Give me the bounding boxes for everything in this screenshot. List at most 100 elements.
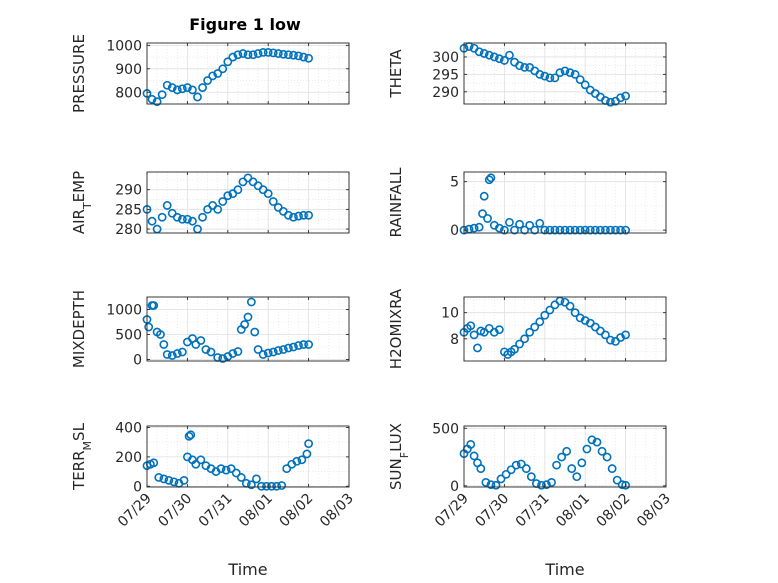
data-point xyxy=(282,464,292,474)
data-point xyxy=(228,52,238,62)
data-point xyxy=(299,210,308,220)
y-axis-label: THETA xyxy=(387,49,405,99)
data-point xyxy=(506,465,516,475)
data-point xyxy=(203,76,212,85)
x-tick-label: 07/29 xyxy=(115,491,155,531)
data-point xyxy=(545,225,555,235)
data-point xyxy=(555,68,565,78)
data-point xyxy=(304,53,313,63)
data-point xyxy=(530,225,540,235)
data-point xyxy=(515,219,524,229)
data-point xyxy=(283,210,293,220)
data-point xyxy=(552,460,561,470)
data-point xyxy=(289,50,298,60)
data-point xyxy=(167,83,177,92)
x-tick-label: 08/02 xyxy=(594,491,634,531)
data-point xyxy=(510,344,519,354)
data-point xyxy=(221,465,231,475)
y-axis-label: SUNFLUX xyxy=(387,423,411,490)
data-point xyxy=(515,339,524,349)
data-point xyxy=(216,464,226,474)
data-point xyxy=(236,473,246,482)
axes-box xyxy=(463,425,667,488)
data-point xyxy=(510,225,519,235)
data-point xyxy=(289,342,298,352)
data-point xyxy=(474,47,484,57)
data-point xyxy=(612,475,622,485)
y-tick-label: 10 xyxy=(441,306,459,322)
data-point xyxy=(240,320,250,329)
data-point xyxy=(172,349,182,358)
data-point xyxy=(486,480,496,490)
data-point xyxy=(484,175,494,185)
y-tick-label: 0 xyxy=(133,479,142,495)
series-sun_flux xyxy=(459,435,630,490)
data-point xyxy=(494,325,504,335)
data-point xyxy=(585,225,595,235)
y-tick-label: 900 xyxy=(115,62,142,78)
data-point xyxy=(299,340,308,349)
data-point xyxy=(177,347,187,357)
x-tick-label: 07/29 xyxy=(432,491,472,531)
data-point xyxy=(156,330,165,339)
y-tick-label: 285 xyxy=(115,202,142,218)
data-point xyxy=(184,431,194,441)
data-point xyxy=(511,460,521,470)
data-point xyxy=(483,214,492,223)
panel-air_temp: 280 285 290 AIRTEMP xyxy=(70,171,350,238)
data-point xyxy=(169,477,179,487)
data-point xyxy=(520,63,529,72)
x-tick-label: 08/03 xyxy=(634,491,674,531)
data-point xyxy=(268,197,278,206)
data-point xyxy=(250,327,260,337)
data-point xyxy=(550,73,560,83)
data-point xyxy=(177,214,187,224)
data-point xyxy=(577,458,587,468)
data-point xyxy=(481,477,491,487)
y-axis-label-subscript: F xyxy=(398,452,411,458)
data-point xyxy=(246,480,256,490)
data-point xyxy=(499,56,509,65)
data-point xyxy=(233,50,243,60)
data-point xyxy=(616,225,625,235)
data-point xyxy=(606,97,615,107)
data-point xyxy=(292,456,302,466)
data-point xyxy=(238,49,248,58)
data-point xyxy=(294,341,303,350)
data-point xyxy=(474,222,484,232)
data-point xyxy=(243,312,253,322)
data-point xyxy=(575,75,585,84)
data-point xyxy=(159,340,169,349)
data-point xyxy=(258,350,268,359)
data-point xyxy=(304,210,313,220)
data-point xyxy=(253,49,263,58)
y-tick-label: 290 xyxy=(432,85,459,101)
x-axis-label: Time xyxy=(227,560,267,579)
data-point xyxy=(294,51,303,61)
data-point xyxy=(304,439,313,449)
panel-pressure: 800 900 1000 PRESSURE xyxy=(70,34,350,113)
data-point xyxy=(540,225,550,235)
data-point xyxy=(545,305,555,315)
data-point xyxy=(268,347,278,357)
data-point xyxy=(188,85,197,95)
data-point xyxy=(621,330,630,340)
data-point xyxy=(516,459,526,469)
data-point xyxy=(469,223,479,233)
data-point xyxy=(223,191,233,201)
data-point xyxy=(253,345,263,354)
y-tick-label: 0 xyxy=(133,353,142,369)
data-point xyxy=(469,451,479,461)
data-point xyxy=(526,472,536,482)
data-point xyxy=(198,83,207,92)
axes-box xyxy=(146,296,350,362)
data-point xyxy=(218,354,228,363)
x-tick-label: 07/31 xyxy=(513,491,553,531)
data-point xyxy=(299,52,308,62)
data-point xyxy=(560,66,570,76)
panel-mixdepth: 0 500 1000 MIXDEPTH xyxy=(70,290,350,369)
data-point xyxy=(273,49,283,58)
data-point xyxy=(570,225,580,235)
y-tick-label: 8 xyxy=(450,332,459,348)
data-point xyxy=(562,446,572,456)
